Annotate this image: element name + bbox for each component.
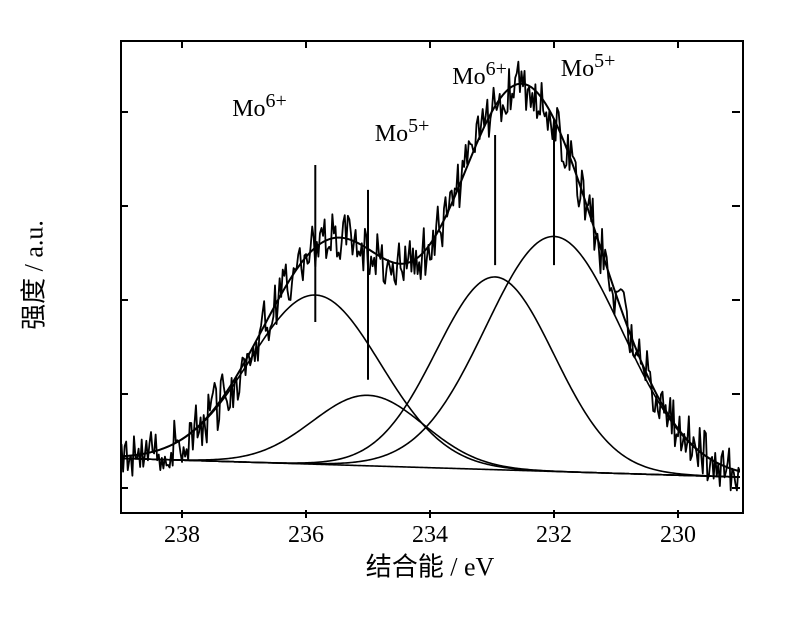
- y-tick-mark-right: [732, 299, 740, 301]
- x-tick-mark-top: [429, 40, 431, 48]
- x-tick-label: 236: [288, 522, 324, 549]
- x-tick-mark-top: [305, 40, 307, 48]
- x-tick-mark: [181, 510, 183, 518]
- x-tick-mark: [677, 510, 679, 518]
- x-tick-mark: [553, 510, 555, 518]
- y-tick-mark: [120, 299, 128, 301]
- y-tick-mark-right: [732, 111, 740, 113]
- x-tick-label: 230: [660, 522, 696, 549]
- x-tick-label: 238: [164, 522, 200, 549]
- y-axis-label: 强度 / a.u.: [14, 220, 51, 330]
- plot-svg: [120, 40, 740, 510]
- y-tick-mark-right: [732, 205, 740, 207]
- y-tick-mark: [120, 205, 128, 207]
- xps-chart: 强度 / a.u. 结合能 / eV 238 236 234 232 230 Mo6+ Mo…: [0, 0, 800, 624]
- x-tick-mark-top: [181, 40, 183, 48]
- peak-label: Mo5+: [375, 115, 430, 148]
- x-tick-label: 232: [536, 522, 572, 549]
- x-tick-mark: [305, 510, 307, 518]
- x-tick-mark-top: [553, 40, 555, 48]
- peak-label: Mo6+: [232, 90, 287, 123]
- peak-label: Mo6+: [452, 58, 507, 91]
- x-tick-mark-top: [677, 40, 679, 48]
- y-tick-mark: [120, 487, 128, 489]
- x-tick-mark: [429, 510, 431, 518]
- y-tick-mark: [120, 111, 128, 113]
- peak-label: Mo5+: [561, 50, 616, 83]
- y-tick-mark-right: [732, 393, 740, 395]
- y-tick-mark-right: [732, 487, 740, 489]
- y-tick-mark: [120, 393, 128, 395]
- x-tick-label: 234: [412, 522, 448, 549]
- x-axis-label: 结合能 / eV: [366, 547, 495, 584]
